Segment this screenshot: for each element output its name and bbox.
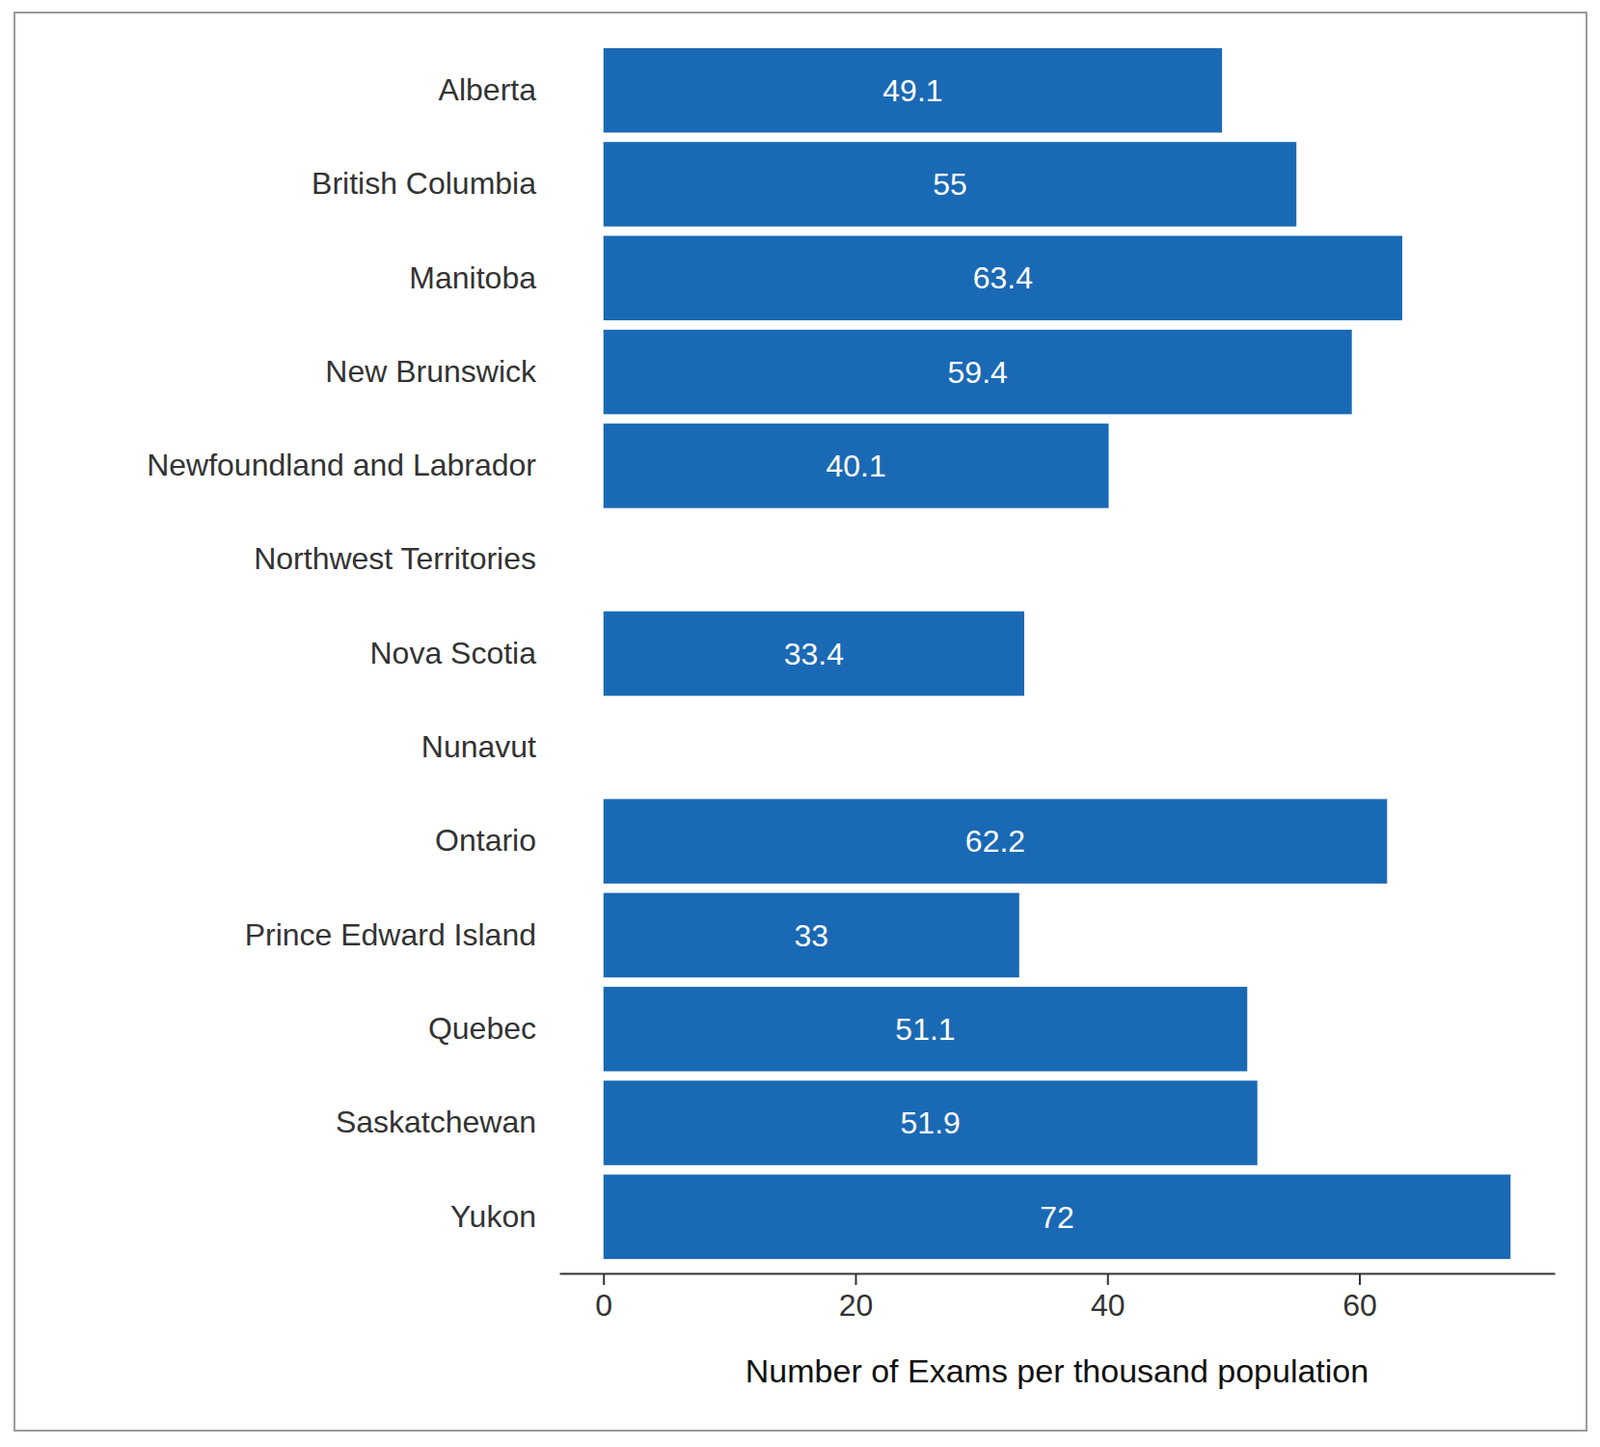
y-tick: Yukon bbox=[450, 1198, 537, 1234]
x-axis: 0 20 40 60 bbox=[560, 1273, 1556, 1323]
data-labels: 49.1 55 63.4 59.4 40.1 33.4 62.2 33 51.1 51.9 72 bbox=[784, 73, 1075, 1235]
x-tick: 60 bbox=[1342, 1273, 1378, 1323]
data-label: 62.2 bbox=[965, 823, 1026, 859]
x-tick-mark bbox=[1107, 1273, 1110, 1285]
data-label: 59.4 bbox=[948, 354, 1008, 390]
y-tick-label: Manitoba bbox=[408, 260, 537, 296]
bar bbox=[603, 986, 1248, 1072]
data-label: 40.1 bbox=[825, 448, 886, 484]
y-tick: Northwest Territories bbox=[253, 541, 537, 576]
y-tick-label: Newfoundland and Labrador bbox=[146, 447, 537, 483]
x-tick: 0 bbox=[595, 1273, 613, 1323]
data-label: 49.1 bbox=[882, 73, 943, 109]
x-tick-mark bbox=[1358, 1273, 1361, 1285]
x-tick-label: 60 bbox=[1342, 1287, 1378, 1323]
y-tick-label: Alberta bbox=[438, 72, 538, 108]
bar bbox=[603, 329, 1353, 415]
data-label: 63.4 bbox=[973, 260, 1033, 296]
y-tick-label: New Brunswick bbox=[325, 353, 538, 389]
bar bbox=[603, 893, 1020, 978]
y-tick: Manitoba bbox=[408, 260, 537, 296]
bar bbox=[603, 48, 1222, 134]
y-tick-label: Saskatchewan bbox=[335, 1104, 537, 1139]
y-tick-label: Ontario bbox=[434, 822, 537, 858]
x-tick-label: 40 bbox=[1090, 1287, 1126, 1323]
y-tick: Nunavut bbox=[421, 729, 537, 764]
frame bbox=[14, 12, 1587, 1431]
x-tick: 20 bbox=[839, 1273, 874, 1323]
y-tick-label: Nova Scotia bbox=[369, 635, 537, 671]
x-tick-mark bbox=[602, 1273, 605, 1285]
x-tick-mark bbox=[854, 1273, 857, 1285]
data-label: 51.9 bbox=[900, 1105, 961, 1140]
bar bbox=[603, 141, 1297, 227]
y-tick: Ontario bbox=[434, 822, 537, 858]
y-tick-label: Quebec bbox=[428, 1010, 537, 1046]
data-label: 72 bbox=[1039, 1199, 1075, 1235]
data-label: 55 bbox=[932, 166, 968, 202]
y-tick: British Columbia bbox=[311, 165, 537, 201]
bars bbox=[603, 48, 1512, 1259]
y-tick-label: Northwest Territories bbox=[253, 541, 537, 576]
y-tick-label: Nunavut bbox=[421, 729, 537, 764]
x-tick-label: 20 bbox=[839, 1287, 874, 1323]
bar bbox=[603, 1080, 1258, 1166]
y-tick: New Brunswick bbox=[325, 353, 538, 389]
y-tick: Newfoundland and Labrador bbox=[146, 447, 537, 483]
bar bbox=[603, 235, 1403, 321]
chart: 49.1 55 63.4 59.4 40.1 33.4 62.2 33 51.1 51.9 72 0 2… bbox=[0, 0, 1600, 1447]
bar bbox=[603, 423, 1110, 509]
y-tick: Quebec bbox=[428, 1010, 537, 1046]
bar bbox=[603, 798, 1388, 884]
x-tick-label: 0 bbox=[595, 1287, 613, 1323]
data-label: 51.1 bbox=[894, 1011, 955, 1047]
y-tick-label: Yukon bbox=[450, 1198, 537, 1234]
data-label: 33.4 bbox=[784, 636, 844, 672]
x-tick: 40 bbox=[1090, 1273, 1126, 1323]
bar bbox=[603, 611, 1025, 697]
y-tick-label: Prince Edward Island bbox=[244, 917, 537, 952]
y-axis: Alberta British Columbia Manitoba New Bruns… bbox=[146, 72, 538, 1234]
y-tick-label: British Columbia bbox=[311, 165, 537, 201]
x-axis-line bbox=[560, 1273, 1556, 1275]
x-axis-title: Number of Exams per thousand population bbox=[745, 1352, 1369, 1389]
y-tick: Nova Scotia bbox=[369, 635, 537, 671]
y-tick: Saskatchewan bbox=[335, 1104, 537, 1139]
y-tick: Alberta bbox=[438, 72, 538, 108]
data-label: 33 bbox=[793, 918, 829, 953]
y-tick: Prince Edward Island bbox=[244, 917, 537, 952]
bar bbox=[603, 1174, 1512, 1260]
